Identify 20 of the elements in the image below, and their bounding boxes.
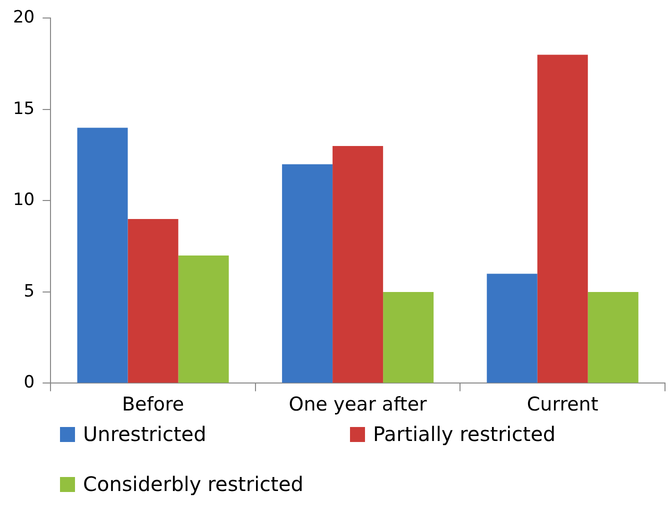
y-tick-label: 0 [24,372,35,393]
bar [588,292,638,383]
x-tick-label: Current [526,394,598,416]
x-tick-label: One year after [288,394,428,416]
bar [537,54,588,383]
bar [128,218,178,383]
bar [332,146,384,383]
y-tick-label: 15 [12,98,35,119]
bar [383,292,434,383]
bar [282,164,333,383]
legend-label: Unrestricted [83,422,206,446]
bar [178,255,229,383]
y-tick-label: 10 [12,190,35,210]
legend-label: Partially restricted [373,422,556,446]
y-tick-label: 20 [12,8,35,28]
y-tick-label: 5 [24,281,35,302]
bar [486,274,538,383]
legend-label: Considerbly restricted [83,472,304,496]
bar [77,128,128,383]
x-tick-label: Before [122,394,184,416]
